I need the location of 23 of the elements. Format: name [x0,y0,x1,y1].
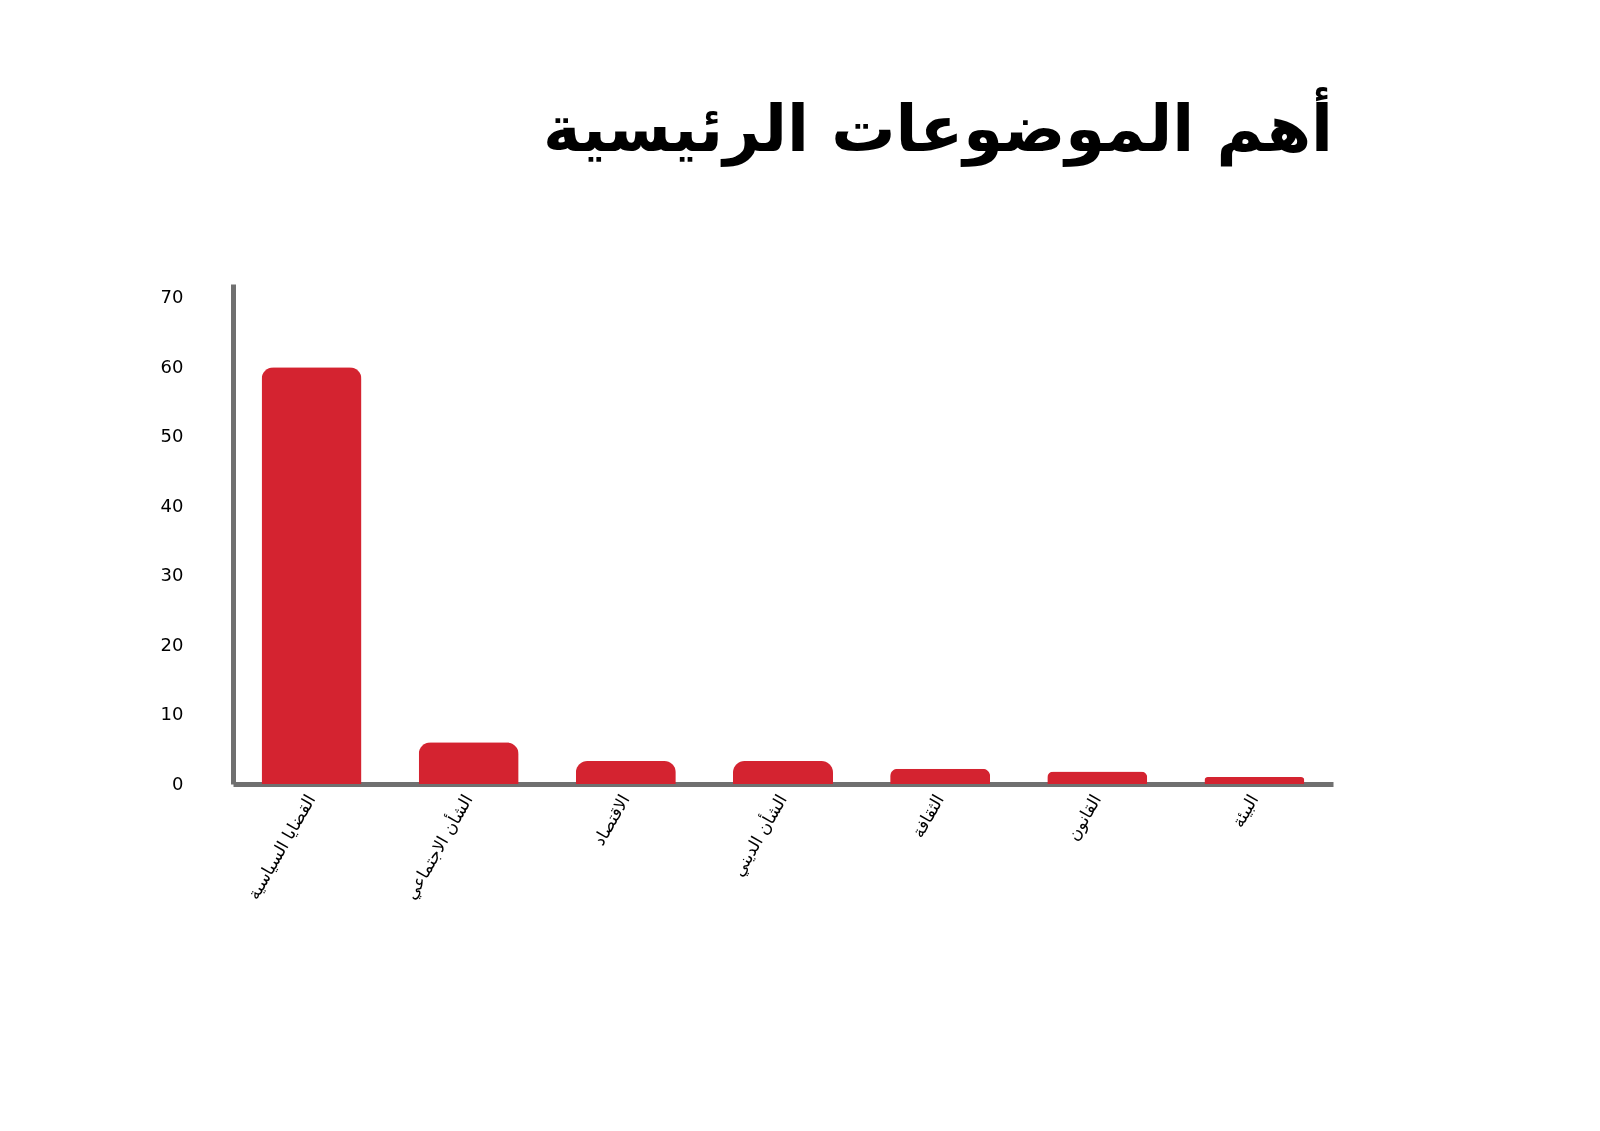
bar [1204,777,1305,784]
x-tick-label: الثقافة [907,791,948,841]
bar [1047,771,1148,784]
x-tick-label: الاقتصاد [588,791,634,849]
y-tick-label: 70 [160,286,184,308]
y-tick-label: 20 [160,633,184,655]
x-tick-label: البيئة [1227,791,1263,831]
y-tick-label: 50 [160,425,184,447]
y-tick-label: 40 [160,494,184,516]
y-tick-label: 10 [160,703,184,725]
y-tick-label: 30 [160,564,184,586]
x-tick-label: القانون [1062,791,1106,845]
chart-title: أهم الموضوعات الرئيسية [542,87,1333,167]
bar [575,761,676,784]
y-tick-label: 60 [160,355,184,377]
bar [733,761,833,784]
bar [890,768,991,784]
bar [261,367,362,784]
bar [418,742,519,784]
x-tick-label: الشأن الديني [726,790,792,881]
y-tick-label: 0 [172,772,184,794]
x-tick-label: القضايا السياسية [243,791,320,903]
x-tick-label: الشأن الاجتماعي [398,790,478,904]
